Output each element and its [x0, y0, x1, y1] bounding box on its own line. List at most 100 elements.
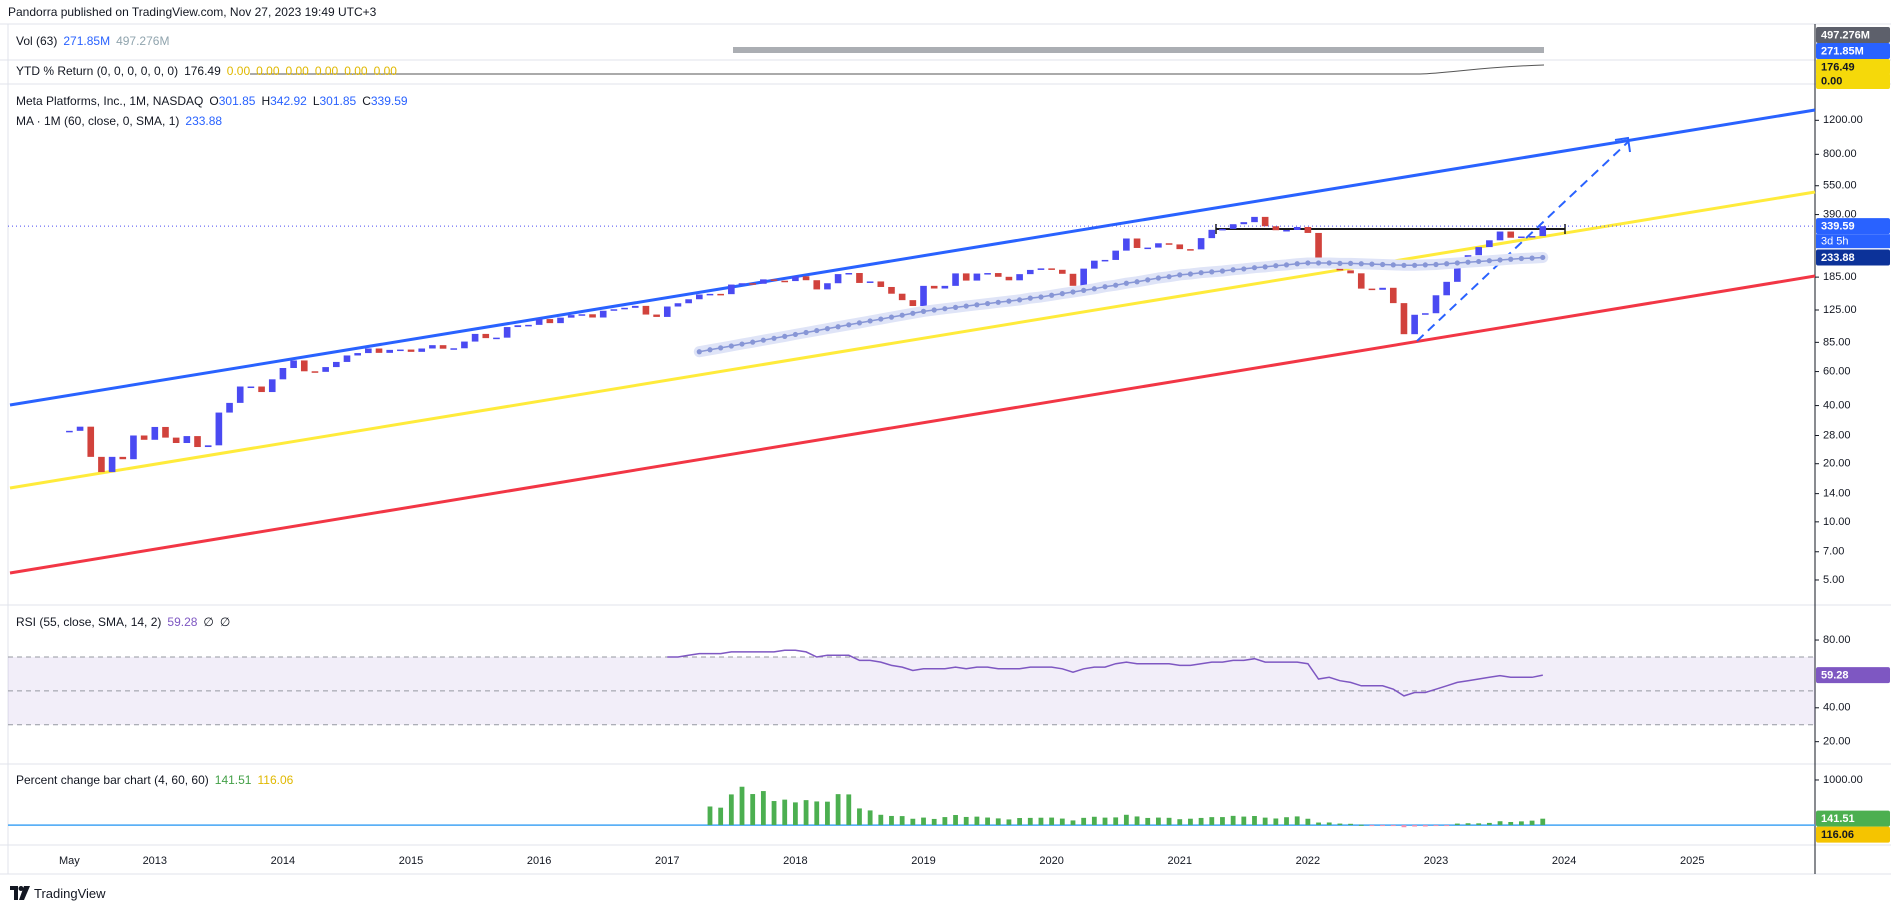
candle [76, 426, 84, 431]
candle [461, 341, 468, 349]
legend-text: H [261, 94, 271, 108]
percent-bar [878, 814, 884, 826]
candle [535, 319, 543, 325]
candle [695, 294, 703, 300]
ma-point [1091, 286, 1097, 292]
percent-bar [1198, 817, 1204, 826]
legend-text: 116.06 [257, 773, 294, 787]
candle [300, 360, 308, 372]
volume-label-bg [1816, 43, 1890, 59]
candle [770, 279, 778, 281]
legend-text: Pandorra published on TradingView.com, N… [8, 5, 377, 19]
percent-bar [1059, 818, 1065, 826]
ma-point [1219, 268, 1226, 274]
y-tick-label: 14.00 [1823, 488, 1851, 500]
percent-ma-label: 116.06 [1821, 829, 1854, 841]
ma-point [899, 312, 905, 318]
x-tick-label: 2015 [399, 855, 423, 867]
candle [717, 293, 724, 296]
ma-point [1476, 258, 1482, 265]
ma-point [707, 347, 713, 353]
projection-arrowhead [1614, 136, 1631, 153]
candle [439, 345, 447, 349]
x-tick-label: 2023 [1424, 855, 1448, 867]
candle [247, 386, 255, 389]
percent-bar [718, 807, 724, 826]
candle [386, 349, 394, 353]
ma-point [835, 324, 841, 330]
y-tick-label: 40.00 [1823, 702, 1851, 714]
y-tick-label: 60.00 [1823, 365, 1851, 377]
candle [268, 379, 276, 393]
ma-point [1294, 261, 1300, 267]
percent-bar [1081, 817, 1087, 826]
candle [1283, 229, 1290, 232]
percent-bar [1401, 825, 1407, 828]
candle [1454, 265, 1461, 282]
candle [354, 353, 361, 356]
x-tick-label: 2014 [271, 855, 295, 867]
ma-point [1315, 260, 1322, 266]
percent-bar [782, 799, 788, 826]
ma-point [750, 339, 756, 345]
candle [824, 283, 831, 290]
candle [1208, 229, 1216, 239]
candle [1528, 236, 1536, 238]
percent-bar [1220, 817, 1225, 826]
legend-row: Vol (63) 271.85M 497.276M [16, 33, 175, 49]
candle [108, 456, 116, 473]
ma-point [718, 345, 724, 351]
candle [599, 310, 607, 318]
y-tick-label: 85.00 [1823, 336, 1851, 348]
legend-text: YTD % Return (0, 0, 0, 0, 0, 0) [16, 64, 179, 78]
ma-point [1508, 256, 1514, 262]
percent-bar [1230, 815, 1236, 826]
candle [503, 327, 511, 338]
percent-bar [1454, 823, 1460, 826]
candle [952, 273, 959, 286]
percent-bar [1091, 816, 1097, 826]
percent-bar [792, 802, 798, 826]
candle [1357, 273, 1365, 289]
ma-point [1412, 262, 1418, 268]
candle [172, 437, 180, 444]
candle [1229, 224, 1237, 229]
ma-label: 233.88 [1821, 252, 1855, 264]
y-tick-label: 185.00 [1823, 271, 1857, 283]
ma-point [814, 327, 820, 334]
legend-text: 342.92 [270, 94, 307, 108]
percent-bar [1284, 817, 1289, 826]
candle [279, 368, 287, 380]
ytd-label-bg [1816, 59, 1890, 75]
candle [578, 314, 586, 316]
percent-bar [1476, 823, 1482, 826]
ma-point [1241, 266, 1247, 272]
percent-bar [1027, 817, 1033, 826]
ma-point [1081, 287, 1087, 293]
ma-point [878, 316, 884, 322]
ma-point [1049, 292, 1055, 298]
percent-bar [760, 791, 766, 826]
candle [215, 412, 223, 446]
ma-point [1369, 261, 1375, 267]
candle [760, 279, 767, 284]
ma-point [1113, 282, 1119, 288]
volume-max-label: 497.276M [1821, 29, 1870, 41]
candle [397, 349, 404, 352]
percent-bar [1422, 825, 1428, 827]
candle [290, 360, 297, 369]
candle [332, 361, 340, 368]
ma-point [1027, 295, 1033, 301]
candle [119, 456, 127, 460]
ma-point [1262, 264, 1268, 270]
candle [1304, 226, 1312, 233]
percent-bar [1155, 817, 1161, 826]
candle [621, 307, 628, 310]
x-tick-label: 2019 [911, 855, 935, 867]
x-tick-label: 2021 [1168, 855, 1192, 867]
candle [1421, 313, 1429, 315]
percent-bar [1038, 817, 1044, 826]
candle [1112, 250, 1120, 260]
legend-text: Meta Platforms, Inc., 1M, NASDAQ [16, 94, 204, 108]
